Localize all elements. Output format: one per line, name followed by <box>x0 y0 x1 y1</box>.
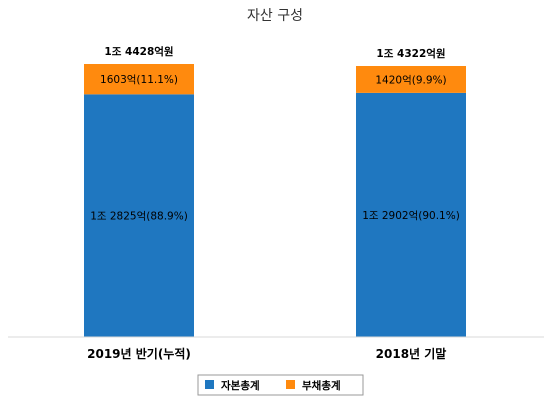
x-tick-label: 2019년 반기(누적) <box>87 346 191 361</box>
legend-swatch <box>286 380 295 389</box>
x-tick-label: 2018년 기말 <box>376 346 447 361</box>
legend: 자본총계 부채총계 <box>205 379 341 392</box>
total-label: 1조 4322억원 <box>376 47 445 60</box>
data-label: 1603억(11.1%) <box>100 74 178 86</box>
legend-label: 자본총계 <box>221 379 260 392</box>
data-label: 1조 2825억(88.9%) <box>90 211 188 223</box>
legend-box <box>197 374 364 396</box>
bars-layer <box>84 64 466 338</box>
bar-segment <box>356 92 466 338</box>
total-label: 1조 4428억원 <box>104 45 173 58</box>
legend-label: 부채총계 <box>302 379 341 392</box>
legend-swatch <box>205 380 214 389</box>
data-label: 1조 2902억(90.1%) <box>362 210 460 222</box>
bar-segment <box>356 66 466 93</box>
chart-title: 자산 구성 <box>247 8 303 24</box>
labels-layer: 1조 2825억(88.9%) 1603억(11.1%) 1조 4428억원 2019… <box>87 45 460 361</box>
bar-segment <box>84 94 194 337</box>
bar-segment <box>84 64 194 95</box>
data-label: 1420억(9.9%) <box>375 74 446 86</box>
